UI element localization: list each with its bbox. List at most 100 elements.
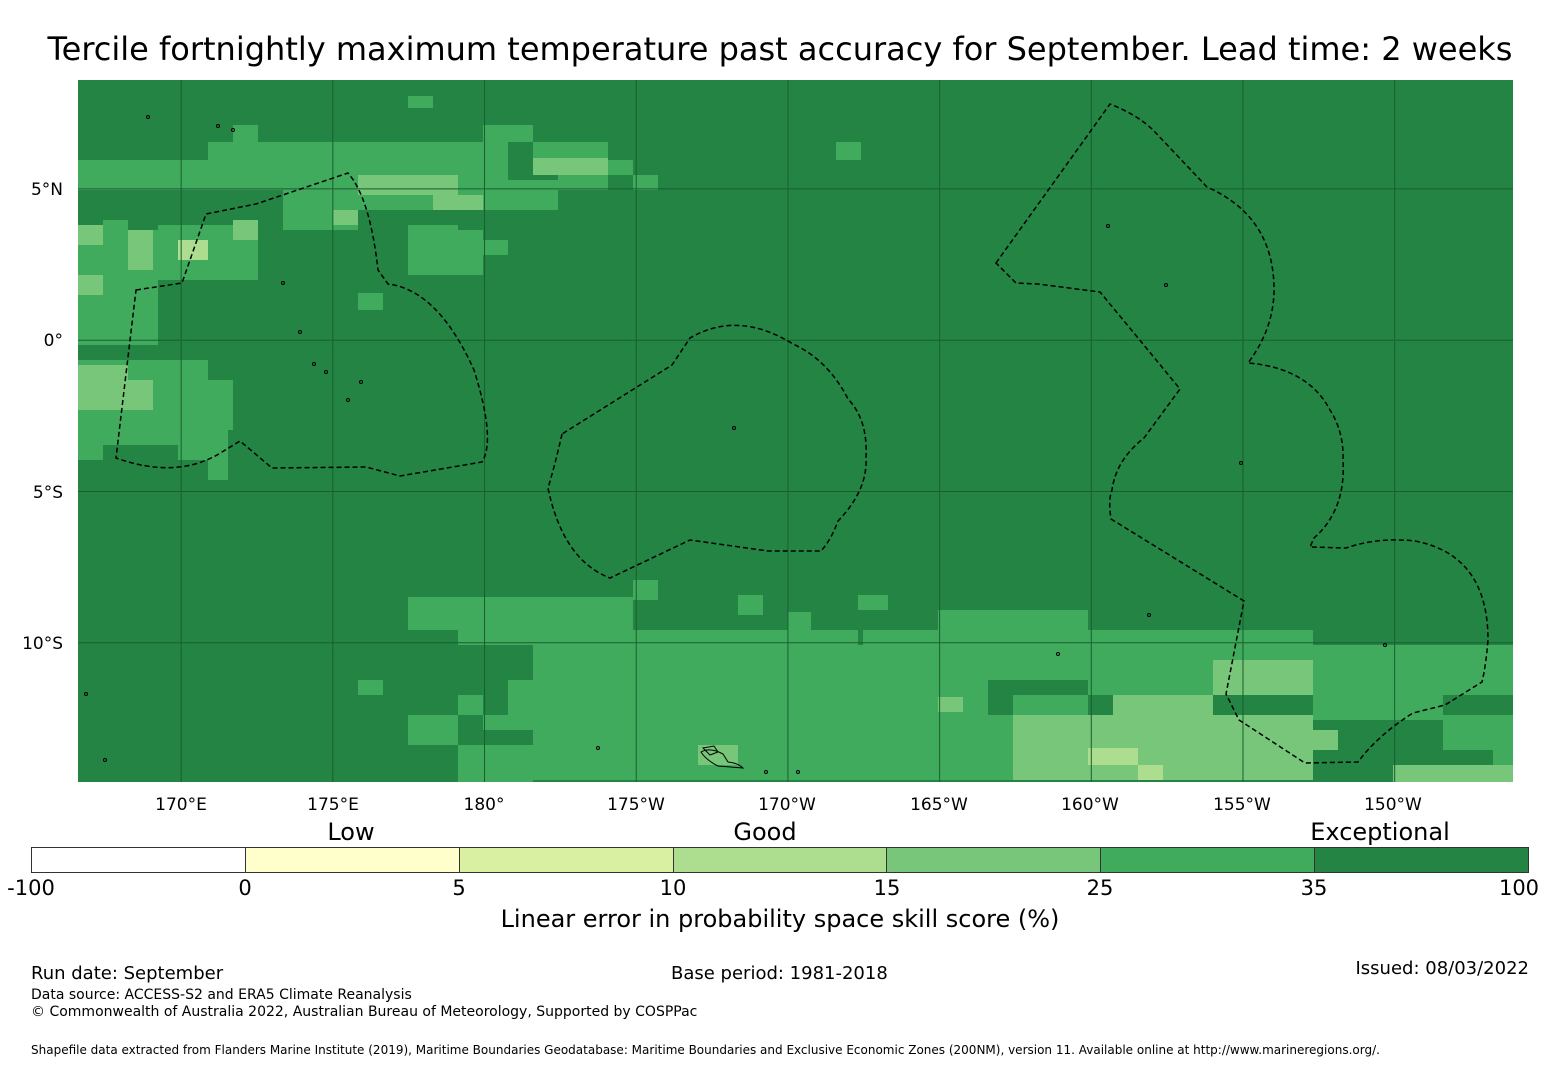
- skill-cell: [408, 597, 633, 630]
- colorbar-tick: 0: [238, 876, 252, 900]
- skill-cell: [533, 158, 608, 175]
- skill-cell: [358, 293, 383, 310]
- skill-cell: [788, 612, 811, 630]
- skill-cell: [433, 190, 458, 210]
- colorbar-segment: [887, 848, 1102, 872]
- skill-cell: [858, 595, 888, 610]
- skill-cell: [1088, 660, 1213, 695]
- island-dot: [359, 380, 363, 384]
- skill-cell: [1088, 630, 1313, 660]
- skill-cell: [633, 580, 658, 600]
- skill-cell: [1468, 765, 1513, 782]
- skill-cell: [508, 680, 533, 730]
- skill-cell: [78, 225, 103, 245]
- lat-label-5s: 5°S: [32, 483, 63, 503]
- islands: [84, 115, 1387, 774]
- skill-cell: [128, 230, 153, 270]
- skill-cell: [78, 420, 103, 460]
- lon-label-170w: 170°W: [758, 795, 816, 815]
- lon-label-175e: 175°E: [307, 795, 359, 815]
- island-dot: [1383, 643, 1387, 647]
- skill-cell: [836, 142, 861, 160]
- skill-cell: [1263, 730, 1338, 750]
- colorbar-tick: 25: [1086, 876, 1114, 900]
- skill-cell: [1213, 660, 1313, 695]
- eez-tokelau: [547, 324, 867, 579]
- colorbar-segment: [1315, 848, 1529, 872]
- skill-cell: [78, 275, 103, 295]
- copyright: © Commonwealth of Australia 2022, Austra…: [31, 1004, 698, 1020]
- lon-label-150w: 150°W: [1364, 795, 1422, 815]
- skill-cell: [483, 715, 508, 730]
- skill-cell: [633, 175, 658, 190]
- skill-map-canvas: [78, 80, 1513, 782]
- lon-label-160w: 160°W: [1061, 795, 1119, 815]
- eez-kiribati-gilbert: [115, 172, 489, 477]
- skill-cell: [483, 240, 508, 255]
- savaii-island: [701, 745, 719, 756]
- skill-cell: [458, 195, 483, 210]
- colorbar-segment: [32, 848, 246, 872]
- island-dot: [1239, 461, 1243, 465]
- skill-map: [78, 80, 1513, 782]
- eez-boundaries: [115, 103, 1489, 764]
- skill-cell: [458, 745, 533, 782]
- lon-label-175w: 175°W: [607, 795, 665, 815]
- colorbar-segment: [1101, 848, 1316, 872]
- skill-cell: [483, 142, 508, 158]
- colorbar-segment: [245, 848, 460, 872]
- skill-cell: [208, 142, 358, 160]
- skill-cell: [1368, 680, 1393, 695]
- skill-cell: [583, 665, 608, 680]
- skill-cell: [988, 715, 1013, 780]
- lon-label-180: 180°: [463, 795, 505, 815]
- shapefile-credit: Shapefile data extracted from Flanders M…: [31, 1043, 1380, 1057]
- skill-cell: [103, 220, 128, 290]
- samoa-island: [700, 749, 745, 769]
- skill-cell: [233, 125, 258, 142]
- skill-cell: [408, 96, 433, 108]
- skill-cell: [458, 230, 483, 275]
- island-dot: [764, 770, 768, 774]
- island-dot: [732, 426, 736, 430]
- skill-cell: [78, 365, 128, 410]
- colorbar-tick: 15: [873, 876, 901, 900]
- skill-cell: [1313, 645, 1513, 695]
- island-dot: [231, 128, 235, 132]
- map-title: Tercile fortnightly maximum temperature …: [47, 30, 1513, 68]
- lat-label-10s: 10°S: [22, 634, 63, 654]
- skill-cell: [208, 142, 233, 160]
- skill-cell: [358, 680, 383, 695]
- skill-cell: [533, 142, 608, 160]
- skill-cell: [1138, 765, 1163, 780]
- issued-date: Issued: 08/03/2022: [1355, 958, 1529, 979]
- colorbar-tick: -100: [7, 876, 55, 900]
- skill-cell: [78, 160, 283, 190]
- island-dot: [596, 746, 600, 750]
- lon-label-155w: 155°W: [1213, 795, 1271, 815]
- eez-line-islands: [995, 103, 1489, 764]
- skill-cell: [558, 175, 608, 190]
- skill-cell: [233, 220, 258, 240]
- legend-exceptional: Exceptional: [1310, 818, 1450, 846]
- lon-label-165w: 165°W: [910, 795, 968, 815]
- island-dot: [1164, 283, 1168, 287]
- island-dot: [324, 370, 328, 374]
- skill-cell: [1313, 695, 1388, 720]
- graticule: [78, 80, 1513, 782]
- skill-cell: [738, 595, 763, 615]
- skill-cell: [458, 695, 483, 715]
- island-dot: [346, 398, 350, 402]
- island-dot: [298, 330, 302, 334]
- base-period: Base period: 1981-2018: [671, 963, 888, 984]
- island-dot: [796, 770, 800, 774]
- legend-good: Good: [733, 818, 797, 846]
- colorbar-tick: 5: [452, 876, 466, 900]
- skill-cell: [1113, 695, 1213, 715]
- island-dot: [84, 692, 88, 696]
- skill-cell: [938, 697, 963, 712]
- legend-low: Low: [327, 818, 375, 846]
- skill-cell: [408, 730, 458, 745]
- island-dot: [103, 758, 107, 762]
- colorbar-label: Linear error in probability space skill …: [500, 905, 1060, 933]
